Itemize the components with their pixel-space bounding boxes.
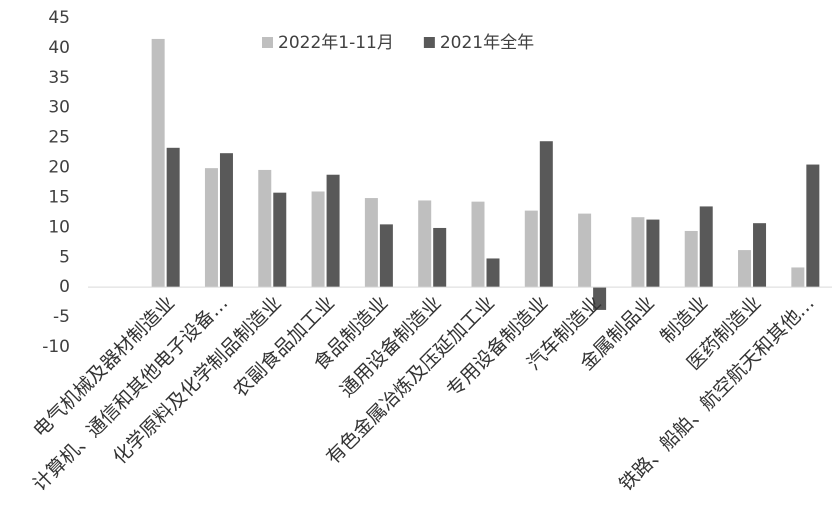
bar (311, 191, 325, 288)
bar (806, 164, 820, 288)
bar (258, 169, 272, 288)
y-tick-label: 20 (48, 158, 70, 178)
legend-swatch (262, 37, 273, 48)
bar (738, 250, 752, 288)
bar (539, 141, 553, 288)
y-tick-label: 15 (48, 187, 70, 207)
bar (379, 224, 393, 288)
y-tick-label: 30 (48, 98, 70, 118)
bar (204, 168, 218, 288)
bar (418, 200, 432, 288)
y-tick-label: -5 (53, 307, 70, 327)
y-tick-label: 10 (48, 217, 70, 237)
y-tick-label: 40 (48, 38, 70, 58)
y-tick-label: 0 (59, 277, 70, 297)
bar (593, 287, 607, 310)
y-tick-label: -10 (42, 337, 70, 357)
bar (471, 201, 485, 288)
bar (646, 219, 660, 288)
legend-swatch (423, 37, 435, 48)
y-tick-label: 25 (48, 128, 70, 148)
bar (433, 227, 447, 288)
bar (699, 206, 713, 288)
legend-label: 2021年全年 (440, 33, 534, 53)
bar (486, 258, 500, 288)
bar (326, 174, 340, 288)
bar (364, 198, 378, 288)
y-tick-label: 35 (48, 68, 70, 88)
bar (219, 153, 233, 288)
x-tick-label: 铁路、船舶、航空航天和其他… (615, 292, 819, 496)
bar (684, 230, 698, 288)
bar (273, 192, 287, 288)
bar (631, 217, 645, 288)
bar (524, 210, 538, 288)
legend-label: 2022年1-11月 (278, 33, 394, 53)
bar (753, 223, 767, 288)
bar (578, 213, 592, 288)
y-tick-label: 5 (59, 247, 70, 267)
bar (166, 147, 180, 288)
y-tick-label: 45 (48, 8, 70, 28)
bar (151, 38, 165, 288)
bar (791, 267, 805, 288)
